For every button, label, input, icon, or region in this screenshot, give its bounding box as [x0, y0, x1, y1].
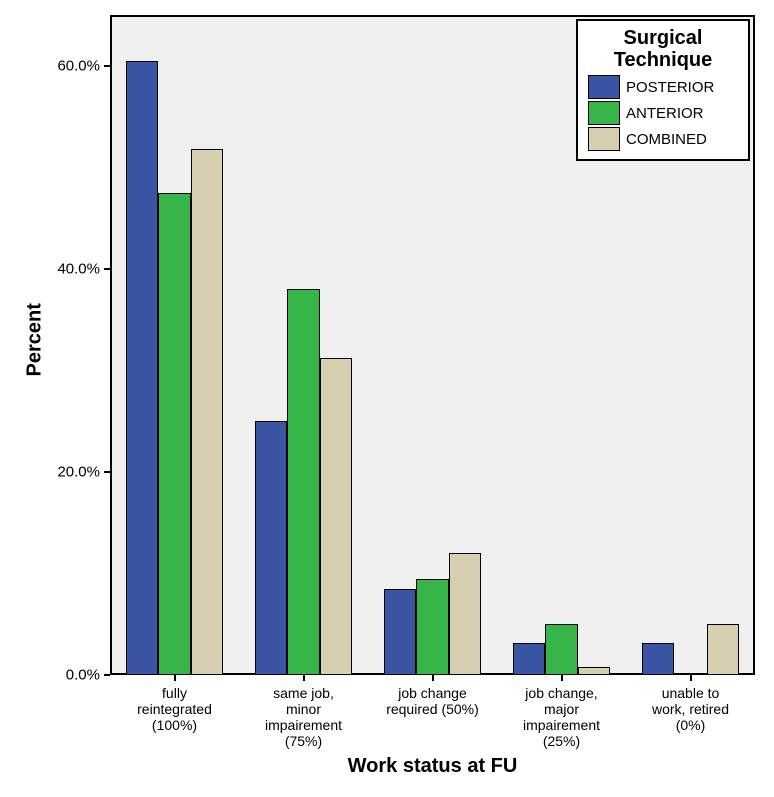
x-tick-mark	[174, 675, 176, 681]
bar	[545, 624, 577, 675]
legend-swatch	[588, 127, 620, 151]
x-tick-mark	[690, 675, 692, 681]
y-tick-label: 40.0%	[57, 260, 100, 277]
x-tick-label: fullyreintegrated(100%)	[110, 685, 239, 733]
x-axis-title: Work status at FU	[110, 755, 755, 778]
legend-item: POSTERIOR	[588, 75, 738, 99]
bar	[255, 421, 287, 675]
chart-container: Percent Work status at FU SurgicalTechni…	[0, 0, 774, 797]
legend-title: SurgicalTechnique	[588, 27, 738, 71]
bar	[707, 624, 739, 675]
x-tick-mark	[561, 675, 563, 681]
legend-swatch	[588, 101, 620, 125]
bar	[642, 643, 674, 675]
legend-label: POSTERIOR	[626, 79, 714, 96]
bar	[513, 643, 545, 675]
legend: SurgicalTechnique POSTERIOR ANTERIOR COMBI…	[576, 19, 750, 161]
legend-item: ANTERIOR	[588, 101, 738, 125]
y-tick-mark	[104, 268, 110, 270]
x-tick-label: job changerequired (50%)	[368, 685, 497, 717]
legend-item: COMBINED	[588, 127, 738, 151]
bar	[320, 358, 352, 675]
bar	[384, 589, 416, 675]
y-tick-label: 20.0%	[57, 463, 100, 480]
x-tick-label: same job,minorimpairement(75%)	[239, 685, 368, 749]
bar	[158, 193, 190, 675]
x-tick-label: job change,majorimpairement(25%)	[497, 685, 626, 749]
y-axis-title: Percent	[24, 317, 47, 377]
bar	[126, 61, 158, 675]
legend-label: COMBINED	[626, 131, 707, 148]
y-tick-mark	[104, 65, 110, 67]
bar	[449, 553, 481, 675]
y-tick-mark	[104, 471, 110, 473]
y-tick-label: 60.0%	[57, 57, 100, 74]
x-tick-mark	[303, 675, 305, 681]
bar	[287, 289, 319, 675]
y-tick-label: 0.0%	[66, 667, 100, 684]
legend-swatch	[588, 75, 620, 99]
y-tick-mark	[104, 674, 110, 676]
bar	[578, 667, 610, 675]
bar	[191, 149, 223, 675]
legend-label: ANTERIOR	[626, 105, 704, 122]
bar	[416, 579, 448, 675]
x-tick-mark	[432, 675, 434, 681]
x-tick-label: unable towork, retired(0%)	[626, 685, 755, 733]
